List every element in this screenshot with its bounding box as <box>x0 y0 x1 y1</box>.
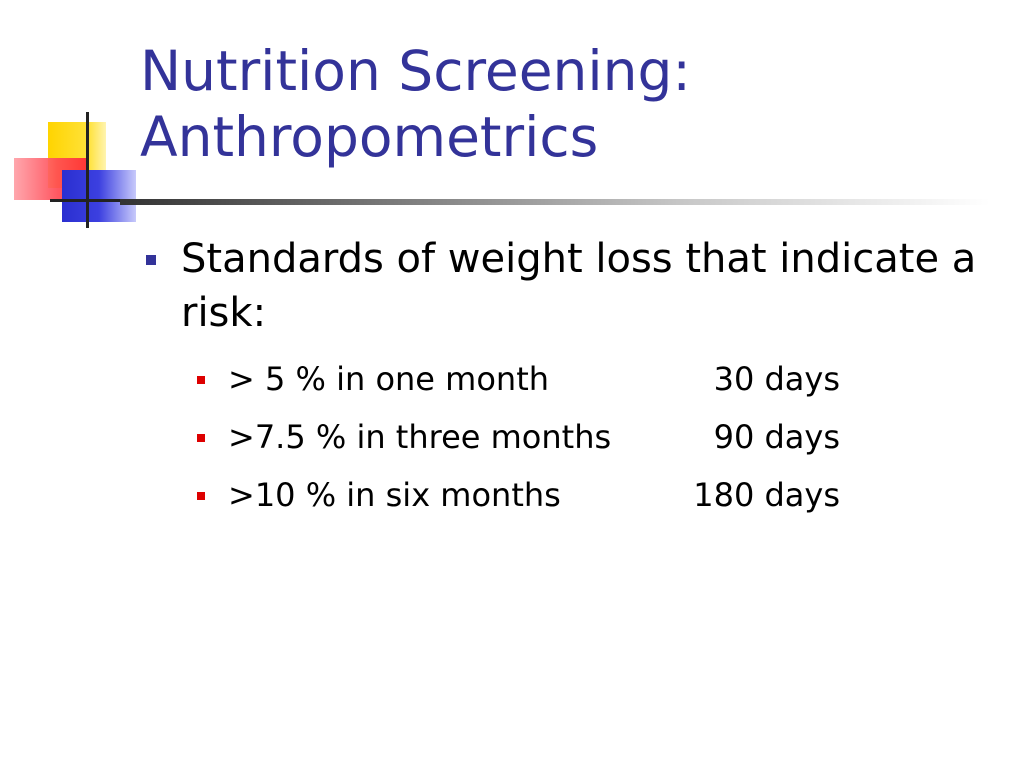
sub-bullet-item: >10 % in six months 180 days <box>145 466 1005 524</box>
horizontal-line <box>50 199 140 202</box>
sub-bullet-days: 30 days <box>713 360 840 398</box>
sub-bullet-label: > 5 % in one month <box>228 360 550 398</box>
sub-bullet-item: > 5 % in one month 30 days <box>145 350 1005 408</box>
bullet-text: Standards of weight loss that indicate a… <box>181 236 977 336</box>
sub-bullet-days: 90 days <box>713 418 840 456</box>
sub-bullet-label: >7.5 % in three months <box>228 418 612 456</box>
sub-bullet-label: >10 % in six months <box>228 476 561 514</box>
slide-title-line-2: Anthropometrics <box>140 105 599 169</box>
square-bullet-icon <box>146 255 156 265</box>
square-bullet-icon <box>197 376 205 384</box>
bullet-level-1: Standards of weight loss that indicate a… <box>145 232 1005 340</box>
sub-bullet-days: 180 days <box>693 476 840 514</box>
square-bullet-icon <box>197 492 205 500</box>
square-bullet-icon <box>197 434 205 442</box>
slide-title: Nutrition Screening: Anthropometrics <box>140 38 691 170</box>
slide-title-line-1: Nutrition Screening: <box>140 39 691 103</box>
sub-bullet-list: > 5 % in one month 30 days >7.5 % in thr… <box>145 350 1005 524</box>
slide-body: Standards of weight loss that indicate a… <box>145 232 1005 524</box>
blue-square <box>62 170 136 222</box>
sub-bullet-item: >7.5 % in three months 90 days <box>145 408 1005 466</box>
vertical-line <box>86 112 89 228</box>
title-divider <box>120 199 990 205</box>
decorative-logo-blocks <box>0 0 140 240</box>
